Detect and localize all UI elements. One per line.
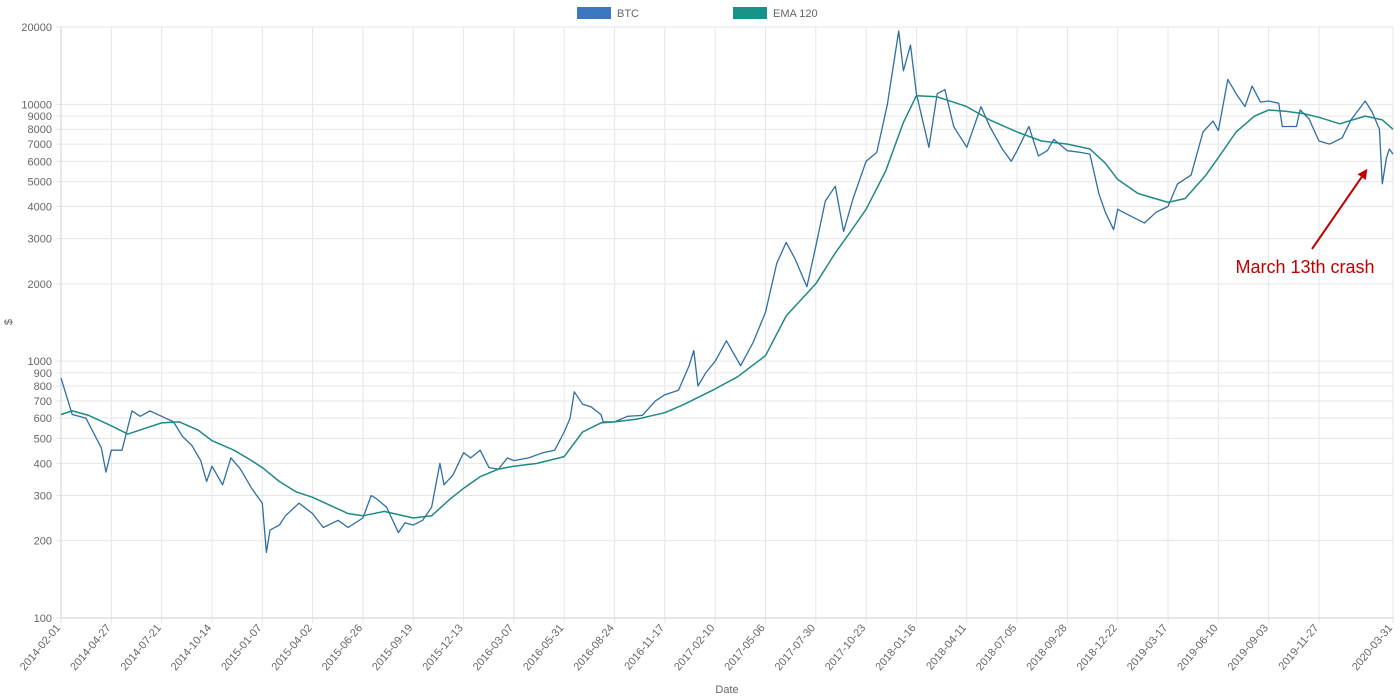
x-tick-label-2019-11-27: 2019-11-27	[1276, 622, 1321, 672]
series-layer	[60, 30, 1394, 554]
annotation-text: March 13th crash	[1235, 257, 1374, 277]
x-tick-label-2018-07-05: 2018-07-05	[974, 622, 1019, 673]
btc-price-line	[60, 30, 1394, 554]
y-tick-label-300: 300	[34, 490, 52, 502]
y-tick-label-700: 700	[34, 396, 52, 408]
x-axis: 2014-02-01 2014-04-27 2014-07-21 2014-10-14…	[18, 622, 1395, 673]
x-tick-label-2016-03-07: 2016-03-07	[471, 622, 516, 673]
y-tick-label-8000: 8000	[28, 124, 52, 136]
x-tick-label-2016-11-17: 2016-11-17	[622, 622, 667, 672]
x-tick-label-2014-04-27: 2014-04-27	[68, 622, 113, 673]
y-tick-label-3000: 3000	[28, 234, 52, 246]
annotation-arrow-line	[1311, 176, 1363, 250]
x-tick-label-2014-02-01: 2014-02-01	[18, 622, 63, 673]
y-tick-label-7000: 7000	[28, 139, 52, 151]
y-tick-label-20000: 20000	[21, 22, 52, 34]
y-axis-title: $	[3, 319, 15, 325]
y-tick-label-10000: 10000	[21, 99, 52, 111]
x-tick-label-2016-08-24: 2016-08-24	[571, 622, 616, 673]
legend-btc-swatch[interactable]	[577, 7, 611, 19]
y-tick-label-400: 400	[34, 458, 52, 470]
x-tick-label-2017-05-06: 2017-05-06	[722, 622, 767, 673]
y-tick-label-2000: 2000	[28, 279, 52, 291]
y-tick-label-5000: 5000	[28, 177, 52, 189]
y-tick-label-200: 200	[34, 536, 52, 548]
x-tick-label-2019-06-10: 2019-06-10	[1175, 622, 1220, 673]
annotation: March 13th crash	[1235, 168, 1375, 277]
y-tick-label-1000: 1000	[28, 356, 52, 368]
legend-ema-swatch[interactable]	[733, 7, 767, 19]
x-tick-label-2016-05-31: 2016-05-31	[521, 622, 566, 673]
legend-ema-label[interactable]: EMA 120	[773, 8, 818, 20]
x-tick-label-2015-04-02: 2015-04-02	[270, 622, 315, 673]
x-axis-title: Date	[715, 684, 738, 696]
x-tick-label-2017-10-23: 2017-10-23	[823, 622, 868, 673]
x-tick-label-2019-03-17: 2019-03-17	[1125, 622, 1170, 673]
ema-120-line	[60, 94, 1394, 519]
legend-btc-label[interactable]: BTC	[617, 8, 639, 20]
y-tick-label-9000: 9000	[28, 111, 52, 123]
annotation-arrow-head	[1357, 168, 1368, 180]
x-tick-label-2017-07-30: 2017-07-30	[773, 622, 818, 673]
x-tick-label-2015-09-19: 2015-09-19	[370, 622, 415, 673]
y-tick-label-4000: 4000	[28, 202, 52, 214]
x-tick-label-2015-12-13: 2015-12-13	[420, 622, 465, 673]
x-tick-label-2018-09-28: 2018-09-28	[1024, 622, 1069, 673]
grid	[56, 26, 1394, 623]
y-tick-label-100: 100	[34, 613, 52, 625]
x-tick-label-2015-06-26: 2015-06-26	[320, 622, 365, 673]
legend: BTC EMA 120	[577, 7, 818, 20]
y-tick-label-900: 900	[34, 368, 52, 380]
x-tick-label-2020-03-31: 2020-03-31	[1350, 622, 1395, 673]
y-tick-label-500: 500	[34, 433, 52, 445]
x-tick-label-2015-01-07: 2015-01-07	[219, 622, 264, 673]
y-tick-label-800: 800	[34, 381, 52, 393]
x-tick-label-2018-01-16: 2018-01-16	[873, 622, 918, 673]
x-tick-label-2017-02-10: 2017-02-10	[672, 622, 717, 673]
y-tick-label-6000: 6000	[28, 156, 52, 168]
x-tick-label-2018-04-11: 2018-04-11	[924, 622, 969, 672]
x-tick-label-2014-07-21: 2014-07-21	[119, 622, 164, 673]
y-tick-label-600: 600	[34, 413, 52, 425]
x-tick-label-2018-12-22: 2018-12-22	[1075, 622, 1120, 673]
x-tick-label-2019-09-03: 2019-09-03	[1226, 622, 1271, 673]
x-tick-label-2014-10-14: 2014-10-14	[169, 622, 214, 673]
